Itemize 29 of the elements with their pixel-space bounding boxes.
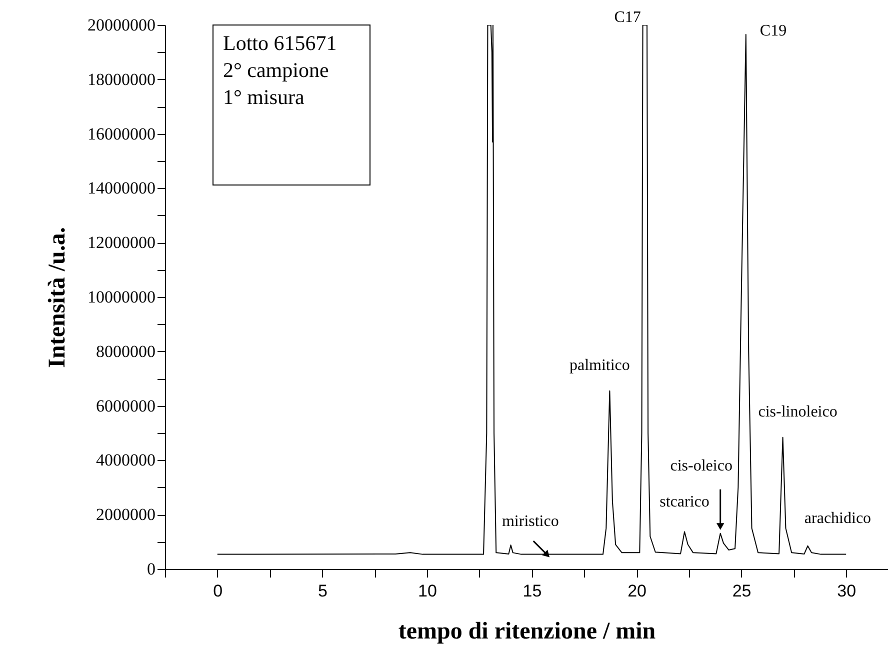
- annotation: arachidico: [804, 510, 872, 527]
- y-tick-label: 8000000: [96, 342, 156, 361]
- x-axis-title: tempo di ritenzione / min: [398, 618, 656, 644]
- annotation: C19: [760, 22, 787, 40]
- y-tick-label: 0: [147, 560, 156, 578]
- x-tick-label: 10: [418, 582, 437, 600]
- annotation: cis-oleico: [670, 457, 732, 474]
- y-tick-label: 6000000: [96, 396, 156, 416]
- x-tick-label: 30: [837, 582, 856, 600]
- y-tick-label: 2000000: [96, 505, 156, 524]
- annotation: Lotto 615671 2° campione 1° misura: [223, 31, 337, 109]
- x-tick-label: 20: [628, 582, 646, 600]
- y-tick-label: 14000000: [88, 178, 156, 198]
- y-tick-label: 12000000: [88, 233, 156, 252]
- annotation: stcarico: [660, 494, 710, 511]
- y-tick-label: 16000000: [88, 124, 156, 144]
- annotation: C17: [614, 9, 641, 26]
- x-tick-label: 0: [213, 582, 223, 600]
- x-tick-label: 15: [522, 582, 542, 600]
- annotation: palmitico: [569, 356, 630, 374]
- y-tick-label: 20000000: [88, 16, 156, 34]
- annotation: miristico: [502, 513, 559, 530]
- annotation: cis-linoleico: [758, 403, 838, 420]
- x-tick-label: 25: [732, 582, 752, 600]
- y-axis-title: Intensità /u.a.: [44, 227, 70, 368]
- y-tick-label: 4000000: [96, 450, 156, 470]
- y-tick-label: 10000000: [88, 288, 156, 306]
- y-tick-label: 18000000: [88, 70, 156, 89]
- x-tick-label: 5: [318, 582, 328, 600]
